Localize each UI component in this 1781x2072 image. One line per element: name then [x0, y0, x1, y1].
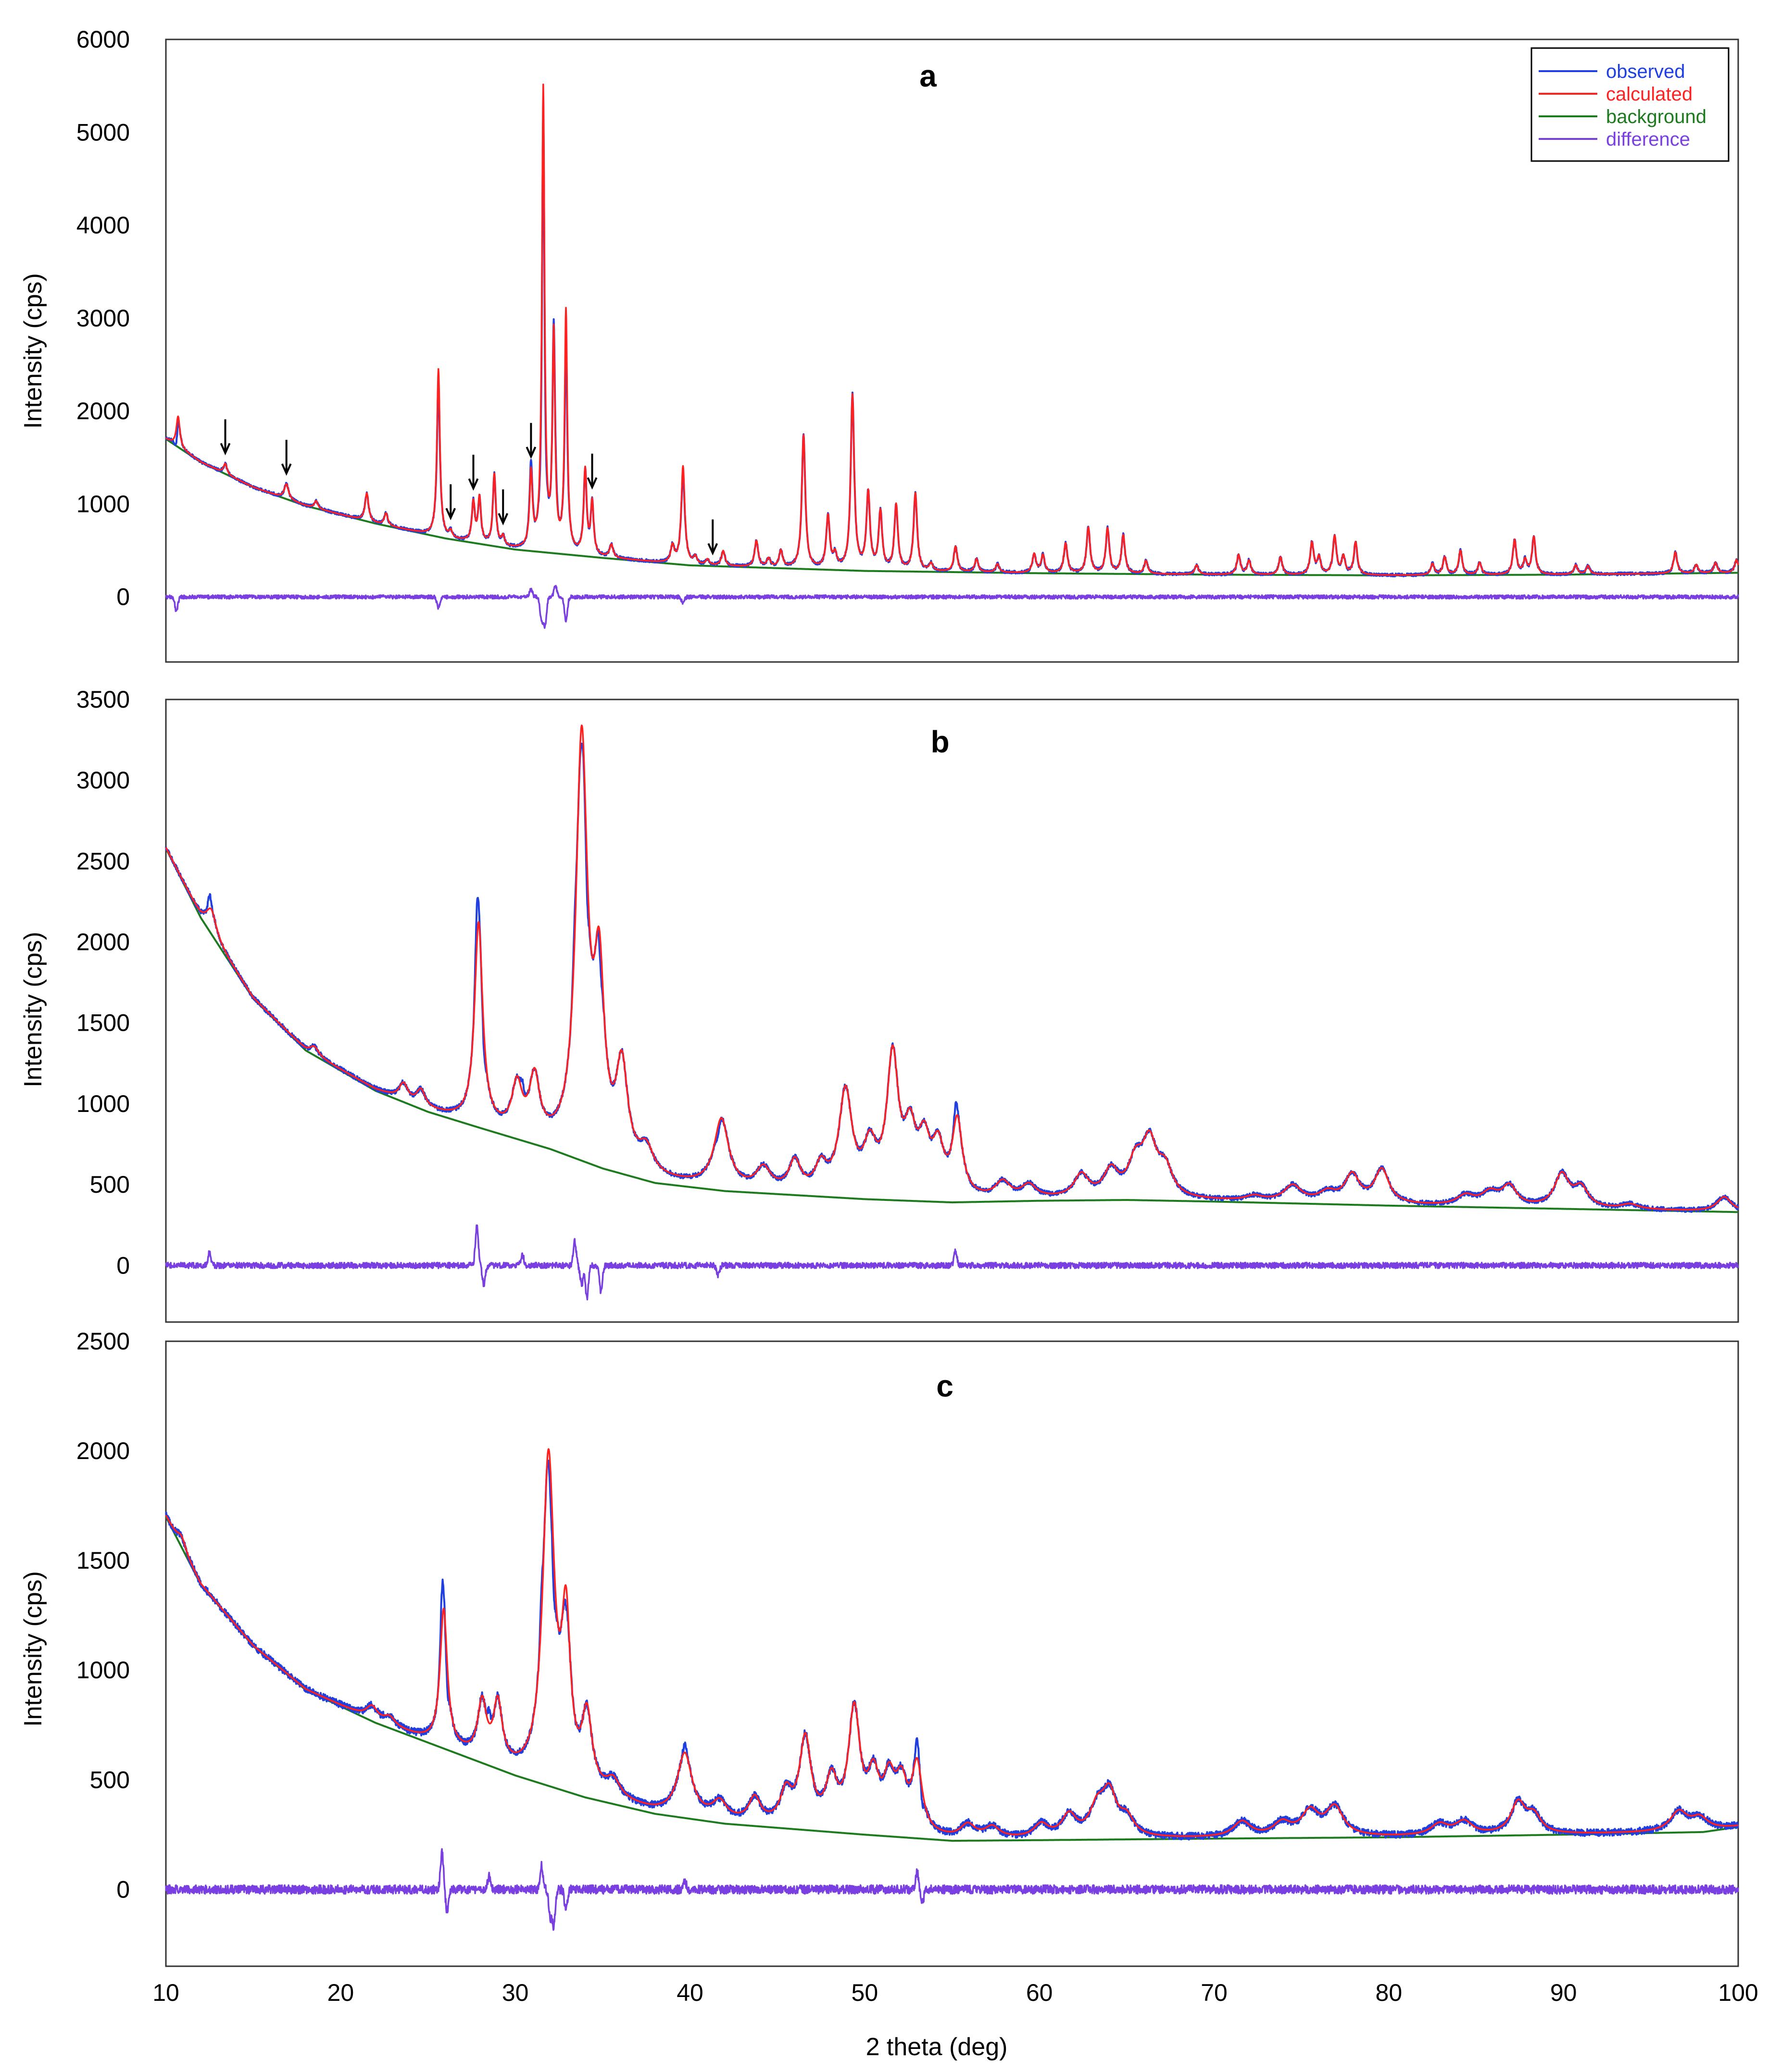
calculated-line [165, 724, 1739, 1211]
y-tick-label: 1500 [76, 1010, 130, 1036]
y-tick-label: 1500 [76, 1547, 130, 1574]
background-line [165, 1516, 1739, 1842]
calculated-line [165, 83, 1739, 576]
y-tick-label: 2000 [76, 398, 130, 424]
panel-a-plot [165, 83, 1739, 629]
panel-b: b Intensity (cps) 0 500 1000 1500 2000 2500 30… [19, 686, 1739, 1323]
legend-label-calculated: calculated [1606, 84, 1693, 105]
y-tick-label: 500 [90, 1766, 130, 1793]
difference-line [165, 1224, 1739, 1301]
marker-arrow [526, 423, 537, 459]
panel-c: c Intensity (cps) 0 500 1000 1500 2000 2500 1… [19, 1328, 1758, 2061]
legend-entry-calculated: calculated [1539, 84, 1693, 105]
panel-a-ylabel: Intensity (cps) [19, 273, 47, 429]
marker-arrow [220, 419, 231, 456]
panel-a-title: a [919, 59, 937, 93]
marker-arrow [468, 454, 479, 491]
y-tick-label: 5000 [76, 119, 130, 146]
x-tick-label: 50 [852, 1979, 878, 2006]
panel-c-plot [165, 1448, 1739, 1931]
x-tick-label: 90 [1550, 1979, 1577, 2006]
y-tick-label: 1000 [76, 490, 130, 517]
legend: observed calculated background differenc… [1530, 47, 1730, 162]
y-tick-label: 3000 [76, 305, 130, 332]
y-tick-label: 3500 [76, 686, 130, 713]
panel-a: a Intensity (cps) 0 1000 2000 3000 4000 5000 6… [19, 26, 1739, 663]
y-tick-label: 0 [116, 1876, 130, 1903]
x-tick-label: 60 [1026, 1979, 1053, 2006]
y-tick-label: 2000 [76, 929, 130, 956]
panel-b-plot [165, 724, 1739, 1301]
y-tick-label: 1000 [76, 1657, 130, 1684]
y-tick-label: 4000 [76, 212, 130, 239]
y-tick-label: 2500 [76, 848, 130, 874]
marker-arrow [498, 489, 509, 525]
y-tick-label: 0 [116, 1252, 130, 1279]
legend-label-background: background [1606, 106, 1706, 127]
x-tick-label: 10 [152, 1979, 179, 2006]
difference-line [165, 1848, 1739, 1931]
panel-a-arrows [220, 419, 718, 556]
background-line [165, 438, 1739, 576]
x-axis-title: 2 theta (deg) [866, 2033, 1008, 2061]
panel-c-ylabel: Intensity (cps) [19, 1571, 47, 1727]
x-tick-label: 100 [1718, 1979, 1758, 2006]
y-tick-label: 2000 [76, 1437, 130, 1464]
x-tick-label: 70 [1201, 1979, 1228, 2006]
x-tick-label: 20 [327, 1979, 354, 2006]
x-tick-label: 40 [677, 1979, 703, 2006]
y-tick-label: 500 [90, 1171, 130, 1198]
x-tick-label: 30 [502, 1979, 529, 2006]
marker-arrow [707, 519, 718, 556]
panel-c-title: c [936, 1369, 953, 1403]
panel-b-ylabel: Intensity (cps) [19, 932, 47, 1087]
legend-entry-observed: observed [1539, 61, 1685, 82]
legend-label-difference: difference [1606, 129, 1690, 150]
panel-b-y-ticks: 0 500 1000 1500 2000 2500 3000 3500 [76, 686, 130, 1279]
legend-entry-background: background [1539, 106, 1706, 127]
panel-c-y-ticks: 0 500 1000 1500 2000 2500 [76, 1328, 130, 1903]
calculated-line [165, 1448, 1739, 1837]
x-tick-label: 80 [1376, 1979, 1403, 2006]
y-tick-label: 2500 [76, 1328, 130, 1355]
y-tick-label: 3000 [76, 767, 130, 794]
marker-arrow [445, 484, 456, 521]
panel-a-y-ticks: 0 1000 2000 3000 4000 5000 6000 [76, 26, 130, 611]
difference-line [165, 585, 1739, 629]
legend-label-observed: observed [1606, 61, 1685, 82]
background-line [165, 848, 1738, 1213]
y-tick-label: 0 [116, 584, 130, 611]
marker-arrow [281, 439, 292, 476]
marker-arrow [587, 453, 598, 490]
legend-entry-difference: difference [1539, 129, 1690, 150]
y-tick-label: 6000 [76, 26, 130, 53]
panel-b-title: b [930, 724, 949, 759]
x-axis-ticks: 10 20 30 40 50 60 70 80 90 100 [152, 1979, 1758, 2006]
y-tick-label: 1000 [76, 1090, 130, 1117]
